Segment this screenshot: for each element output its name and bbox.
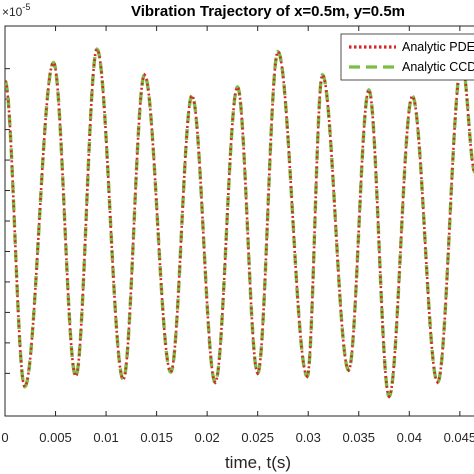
series-line-analytic-pde: [5, 46, 474, 399]
legend-box: [340, 33, 474, 81]
x-tick-label: 0.035: [342, 430, 375, 445]
x-axis-ticks: 0 0.005 0.01 0.015 0.02 0.025 0.03 0.035 0.04 0.0…: [1, 26, 474, 445]
y-exponent-label: ×10-5: [2, 2, 30, 19]
plot-area: 0 0.005 0.01 0.015 0.02 0.025 0.03 0.035 0.04 0.0…: [1, 25, 474, 445]
y-exponent-power: -5: [22, 2, 30, 12]
legend-label-analytic-pde: Analytic PDE: [402, 40, 474, 54]
x-tick-label: 0.03: [296, 430, 321, 445]
x-tick-label: 0.015: [140, 430, 173, 445]
series-layer: [5, 46, 474, 399]
x-axis-label: time, t(s): [225, 453, 291, 472]
legend-label-analytic-ccd: Analytic CCD: [402, 60, 474, 74]
x-tick-label: 0.02: [194, 430, 219, 445]
x-tick-label: 0.025: [241, 430, 274, 445]
x-tick-label: 0.01: [93, 430, 118, 445]
legend: Analytic PDE Analytic CCD: [340, 33, 474, 81]
x-tick-label: 0.04: [397, 430, 422, 445]
y-exponent-base: ×10: [2, 5, 23, 19]
x-tick-label: 0: [1, 430, 8, 445]
x-tick-label: 0.005: [39, 430, 72, 445]
chart-title: Vibration Trajectory of x=0.5m, y=0.5m: [131, 3, 405, 20]
x-tick-label: 0.045: [444, 430, 474, 445]
y-axis-ticks: [5, 68, 10, 374]
